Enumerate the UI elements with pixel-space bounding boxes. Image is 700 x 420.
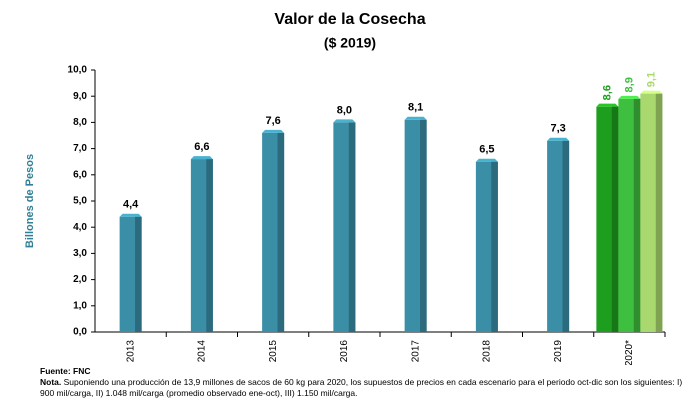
bar-top [618,95,641,99]
chart-subtitle: ($ 2019) [324,35,376,51]
note-block: Nota. Suponiendo una producción de 13,9 … [40,377,690,399]
y-tick-label: 4,0 [73,222,87,233]
y-tick-label: 6,0 [73,169,87,180]
data-label: 6,5 [479,144,494,156]
bar-shade [655,93,663,332]
x-tick-label: 2016 [339,340,350,363]
chart: Valor de la Cosecha ($ 2019) Billones de… [24,11,666,365]
data-label: 8,6 [601,85,613,100]
x-tick-label: 2014 [197,340,208,363]
bar-top [333,119,356,123]
y-tick-label: 8,0 [73,117,87,128]
y-tick-label: 9,0 [73,91,87,102]
x-tick-label: 2020* [624,340,635,365]
data-label: 6,6 [194,141,209,153]
bar-shade [135,216,142,332]
bar-top [119,213,142,217]
data-label: 8,1 [408,102,423,114]
bar-top [190,156,213,160]
y-tick-label: 2,0 [73,274,87,285]
source: Fuente: FNC [40,366,91,376]
bar-shade [633,98,641,332]
bar-shade [562,140,570,332]
bar-top [404,116,427,120]
footer: Fuente: FNC Nota. Suponiendo una producc… [40,366,690,399]
bar-top [475,158,498,162]
x-tick-label: 2019 [553,340,564,363]
data-label: 4,4 [123,199,139,211]
bar-shade [491,161,498,332]
bar-shade [348,122,356,333]
data-label: 8,0 [337,104,352,116]
y-tick-label: 3,0 [73,248,87,259]
y-tick-label: 0,0 [73,327,87,338]
bar-shade [277,132,285,332]
data-label: 7,6 [265,115,280,127]
y-tick-label: 10,0 [68,65,88,76]
y-tick-label: 5,0 [73,196,87,207]
bar-top [547,137,570,141]
x-tick-label: 2015 [268,340,279,363]
bar-top [596,103,619,107]
y-tick-label: 7,0 [73,143,87,154]
chart-title: Valor de la Cosecha [274,11,425,28]
x-tick-label: 2013 [125,340,136,363]
data-label: 9,1 [645,72,657,87]
note: Suponiendo una producción de 13,9 millon… [40,377,683,398]
x-tick-label: 2018 [482,340,493,363]
data-label: 7,3 [550,123,565,135]
note-label: Nota. [40,377,62,387]
y-axis-label: Billones de Pesos [24,154,36,248]
bar-top [262,129,285,133]
data-label: 8,9 [623,77,635,92]
y-tick-label: 1,0 [73,300,87,311]
bar-shade [420,119,427,332]
bar-shade [611,106,619,333]
x-tick-label: 2017 [410,340,421,363]
bar-shade [206,159,213,332]
bar-top [640,90,663,94]
